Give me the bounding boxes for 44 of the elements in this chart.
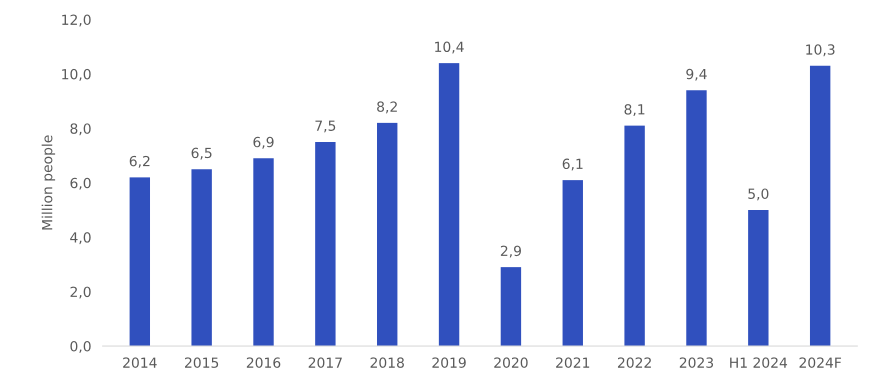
bar xyxy=(500,267,522,346)
y-tick-label: 10,0 xyxy=(62,68,91,81)
bar xyxy=(191,169,212,346)
x-tick-label: 2023 xyxy=(680,357,714,368)
data-label: 9,4 xyxy=(686,68,707,81)
x-tick-label: 2016 xyxy=(246,357,280,368)
x-tick-label: 2018 xyxy=(370,357,404,368)
x-tick-label: H1 2024 xyxy=(730,357,788,368)
data-label: 7,5 xyxy=(315,120,336,132)
bar xyxy=(748,210,769,346)
bar xyxy=(377,122,398,346)
data-label: 6,9 xyxy=(253,136,274,149)
data-label: 10,3 xyxy=(806,44,835,56)
data-label: 8,1 xyxy=(624,104,644,116)
y-axis-title: Million people xyxy=(42,135,56,230)
data-label: 8,2 xyxy=(377,101,397,114)
bar xyxy=(686,90,707,346)
y-tick-label: 12,0 xyxy=(62,14,91,26)
x-tick-label: 2021 xyxy=(556,357,590,368)
x-tick-label: 2014 xyxy=(123,357,157,368)
bar xyxy=(315,142,336,346)
bar xyxy=(810,66,830,346)
x-tick-label: 2017 xyxy=(308,357,342,368)
data-label: 5,0 xyxy=(748,188,768,200)
y-tick-label: 6,0 xyxy=(70,178,91,190)
x-tick-label: 2020 xyxy=(494,357,528,368)
x-tick-label: 2015 xyxy=(185,357,218,368)
y-tick-label: 8,0 xyxy=(70,123,91,136)
x-tick-label: 2022 xyxy=(618,357,651,368)
y-tick-label: 2,0 xyxy=(70,286,91,299)
bar xyxy=(130,177,150,346)
bar xyxy=(624,126,645,346)
data-label: 6,1 xyxy=(562,158,583,170)
data-label: 6,5 xyxy=(192,148,212,160)
y-tick-label: 0,0 xyxy=(70,341,91,353)
x-tick-label: 2019 xyxy=(432,357,466,368)
bar xyxy=(562,180,583,346)
data-label: 2,9 xyxy=(500,246,521,258)
y-tick-label: 4,0 xyxy=(70,232,91,244)
bar xyxy=(438,63,460,346)
data-label: 10,4 xyxy=(435,42,464,54)
bar xyxy=(253,158,274,346)
data-label: 6,2 xyxy=(130,156,150,168)
x-tick-label: 2024F xyxy=(800,357,842,368)
